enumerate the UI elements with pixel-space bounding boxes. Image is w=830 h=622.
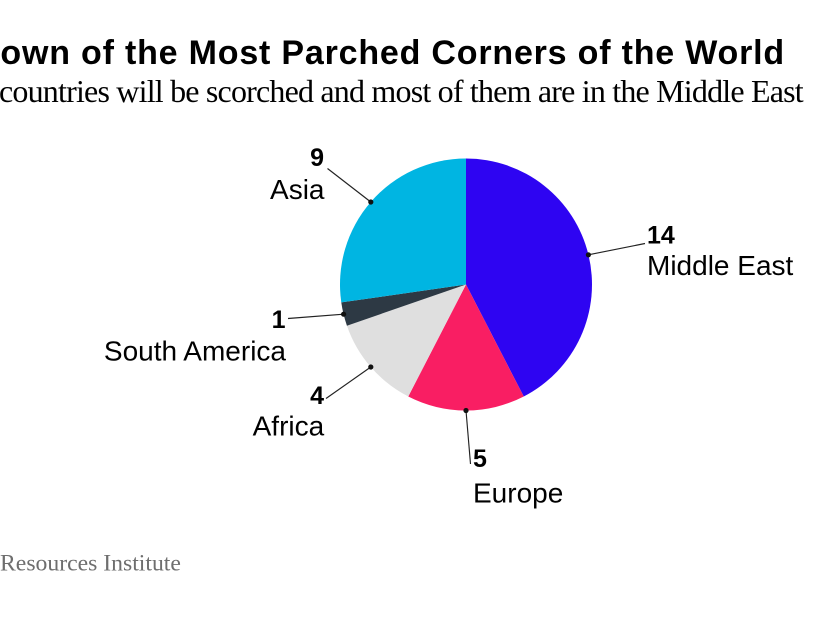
svg-text:1: 1	[272, 306, 286, 334]
svg-text:South America: South America	[104, 336, 287, 367]
svg-text:Resources Institute: Resources Institute	[0, 551, 181, 577]
svg-text:5: 5	[473, 445, 487, 473]
svg-text:4: 4	[310, 382, 324, 410]
svg-text:9: 9	[310, 144, 324, 172]
svg-text:Europe: Europe	[473, 477, 563, 508]
svg-text:Africa: Africa	[253, 411, 325, 442]
svg-text:A Breakdown of the Most Parche: A Breakdown of the Most Parched Corners …	[0, 34, 785, 72]
svg-text:Asia: Asia	[270, 174, 325, 205]
svg-text:14: 14	[647, 222, 675, 250]
svg-text:Middle East: Middle East	[647, 250, 794, 281]
svg-text:countries will be scorched and: countries will be scorched and most of t…	[0, 73, 804, 109]
